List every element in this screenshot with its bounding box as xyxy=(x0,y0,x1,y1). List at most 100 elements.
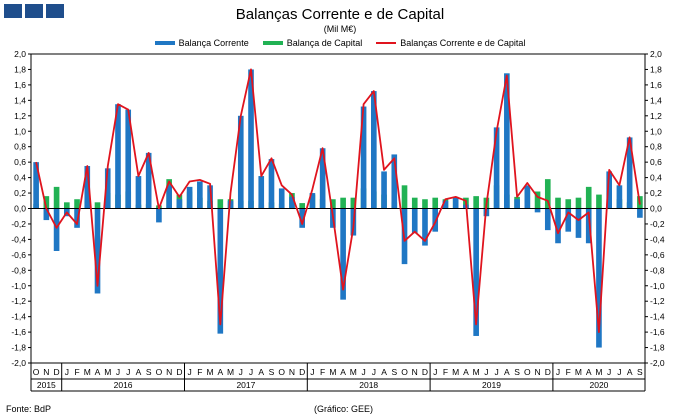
bar-current xyxy=(565,208,572,232)
bar-capital xyxy=(64,202,70,209)
x-tick-label-month: N xyxy=(412,367,418,377)
bar-current xyxy=(514,199,520,209)
bar-current xyxy=(94,208,101,294)
x-tick-label-month: S xyxy=(514,367,520,377)
y-tick-label-right: 2,0 xyxy=(650,49,662,59)
bar-current xyxy=(227,200,234,209)
bar-capital xyxy=(411,197,418,209)
x-year-label: 2015 xyxy=(37,380,56,390)
x-tick-label-month: F xyxy=(566,367,571,377)
y-tick-label-left: -1,2 xyxy=(11,296,26,306)
y-tick-label-right: 1,2 xyxy=(650,111,662,121)
bar-current xyxy=(371,91,377,209)
bar-current xyxy=(125,109,132,209)
x-tick-label-month: M xyxy=(329,367,336,377)
y-tick-label-left: -0,4 xyxy=(11,234,26,244)
x-tick-label-month: A xyxy=(340,367,346,377)
y-tick-label-right: -0,8 xyxy=(650,265,665,275)
bar-current xyxy=(360,106,367,209)
x-tick-label-month: M xyxy=(350,367,357,377)
logo xyxy=(4,4,64,18)
bar-current xyxy=(53,208,60,251)
bar-current xyxy=(309,193,316,209)
legend-swatch-capital xyxy=(262,41,283,45)
y-tick-label-left: 1,2 xyxy=(14,111,26,121)
logo-block xyxy=(46,4,64,18)
x-tick-label-month: A xyxy=(381,367,387,377)
y-tick-label-left: 0,8 xyxy=(14,142,26,152)
bar-current xyxy=(248,69,254,209)
bar-current xyxy=(186,186,193,209)
bar-capital xyxy=(473,196,479,209)
bar-capital xyxy=(217,199,224,209)
x-tick-label-month: J xyxy=(310,367,314,377)
bar-current xyxy=(340,208,346,300)
x-tick-label-month: M xyxy=(595,367,602,377)
x-tick-label-month: J xyxy=(484,367,488,377)
bar-current xyxy=(268,159,275,209)
bar-current xyxy=(411,208,418,234)
y-tick-label-right: -1,2 xyxy=(650,296,665,306)
x-tick-label-month: F xyxy=(197,367,202,377)
credit-note: (Gráfico: GEE) xyxy=(314,404,374,414)
bar-current xyxy=(43,208,50,221)
y-tick-label-left: 0,6 xyxy=(14,157,26,167)
bar-capital xyxy=(544,179,551,209)
y-tick-label-left: -0,6 xyxy=(11,250,26,260)
x-tick-label-month: S xyxy=(146,367,152,377)
x-tick-label-month: S xyxy=(391,367,397,377)
x-tick-label-month: J xyxy=(607,367,611,377)
x-tick-label-month: M xyxy=(207,367,214,377)
bar-capital xyxy=(330,199,336,209)
x-tick-label-month: S xyxy=(269,367,275,377)
bar-current xyxy=(422,208,428,246)
x-tick-label-month: A xyxy=(627,367,633,377)
x-tick-label-month: N xyxy=(534,367,540,377)
legend-swatch-combined xyxy=(376,42,397,44)
x-tick-label-month: J xyxy=(617,367,621,377)
logo-block xyxy=(4,4,22,18)
legend-item-combined: Balanças Corrente e de Capital xyxy=(376,38,525,48)
x-tick-label-month: M xyxy=(227,367,234,377)
bar-current xyxy=(452,196,459,209)
bar-current xyxy=(637,208,643,218)
bar-current xyxy=(626,137,633,209)
bar-current xyxy=(207,185,213,209)
bar-current xyxy=(575,208,582,238)
x-tick-label-month: J xyxy=(494,367,498,377)
y-tick-label-right: 0,4 xyxy=(650,173,662,183)
legend-swatch-current xyxy=(154,41,175,45)
x-tick-label-month: A xyxy=(217,367,223,377)
x-tick-label-month: A xyxy=(504,367,510,377)
bar-current xyxy=(524,185,531,209)
x-tick-label-month: M xyxy=(473,367,480,377)
x-tick-label-month: D xyxy=(54,367,60,377)
bar-current xyxy=(596,208,602,348)
bar-capital xyxy=(555,197,561,209)
y-tick-label-right: -2,0 xyxy=(650,358,665,368)
bar-current xyxy=(166,185,172,209)
bar-current xyxy=(197,181,203,209)
y-tick-label-right: 1,8 xyxy=(650,64,662,74)
x-tick-label-month: M xyxy=(452,367,459,377)
legend-label-capital: Balança de Capital xyxy=(286,38,363,48)
x-year-label: 2020 xyxy=(589,380,608,390)
x-tick-label-month: D xyxy=(299,367,305,377)
bar-current xyxy=(555,208,561,244)
y-tick-label-left: -0,2 xyxy=(11,219,26,229)
bar-current xyxy=(493,127,500,209)
x-year-label: 2016 xyxy=(114,380,133,390)
bar-current xyxy=(115,104,121,209)
y-tick-label-right: 0,0 xyxy=(650,204,662,214)
y-tick-label-right: 1,0 xyxy=(650,126,662,136)
bar-current xyxy=(616,185,623,209)
bar-current xyxy=(135,176,142,209)
bar-capital xyxy=(43,196,50,209)
x-tick-label-month: M xyxy=(575,367,582,377)
y-tick-label-left: -0,8 xyxy=(11,265,26,275)
bar-capital xyxy=(432,197,439,209)
logo-block xyxy=(25,4,43,18)
x-tick-label-month: O xyxy=(401,367,408,377)
bar-current xyxy=(391,154,398,209)
x-tick-label-month: S xyxy=(637,367,643,377)
